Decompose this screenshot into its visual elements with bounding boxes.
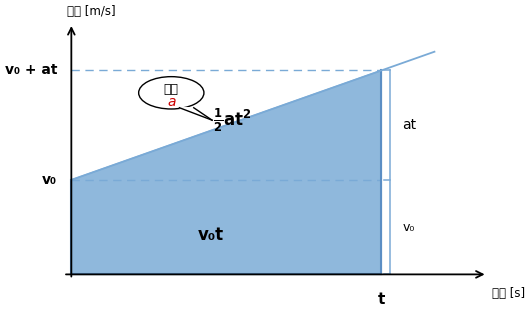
Text: 速度 [m/s]: 速度 [m/s]	[67, 5, 116, 18]
Text: v₀ + at: v₀ + at	[5, 63, 57, 77]
Polygon shape	[72, 71, 382, 274]
Text: at: at	[403, 118, 417, 132]
Text: v₀: v₀	[403, 221, 415, 234]
Ellipse shape	[139, 77, 204, 109]
Text: t: t	[378, 292, 385, 307]
Text: 傾き: 傾き	[164, 83, 179, 95]
Text: v₀: v₀	[42, 173, 57, 187]
Text: $\mathbf{\frac{1}{2}}$$\mathbf{at^2}$: $\mathbf{\frac{1}{2}}$$\mathbf{at^2}$	[213, 106, 252, 134]
Text: a: a	[167, 95, 175, 109]
Text: 時刻 [s]: 時刻 [s]	[491, 287, 525, 300]
Polygon shape	[180, 108, 212, 120]
Text: v₀t: v₀t	[198, 226, 224, 244]
